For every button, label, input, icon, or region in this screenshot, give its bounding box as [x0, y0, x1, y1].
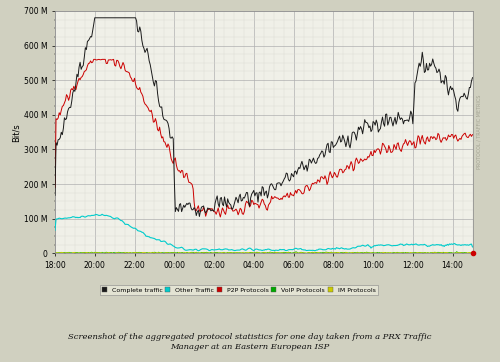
Legend: Complete traffic, Other Traffic, P2P Protocols, VoIP Protocols, IM Protocols: Complete traffic, Other Traffic, P2P Pro…	[100, 285, 378, 295]
Text: PROTOCOL / TRAFFIC METRICS: PROTOCOL / TRAFFIC METRICS	[476, 95, 482, 169]
Y-axis label: Bit/s: Bit/s	[12, 123, 21, 142]
Text: Screenshot of the aggregated protocol statistics for one day taken from a PRX Tr: Screenshot of the aggregated protocol st…	[68, 333, 432, 351]
